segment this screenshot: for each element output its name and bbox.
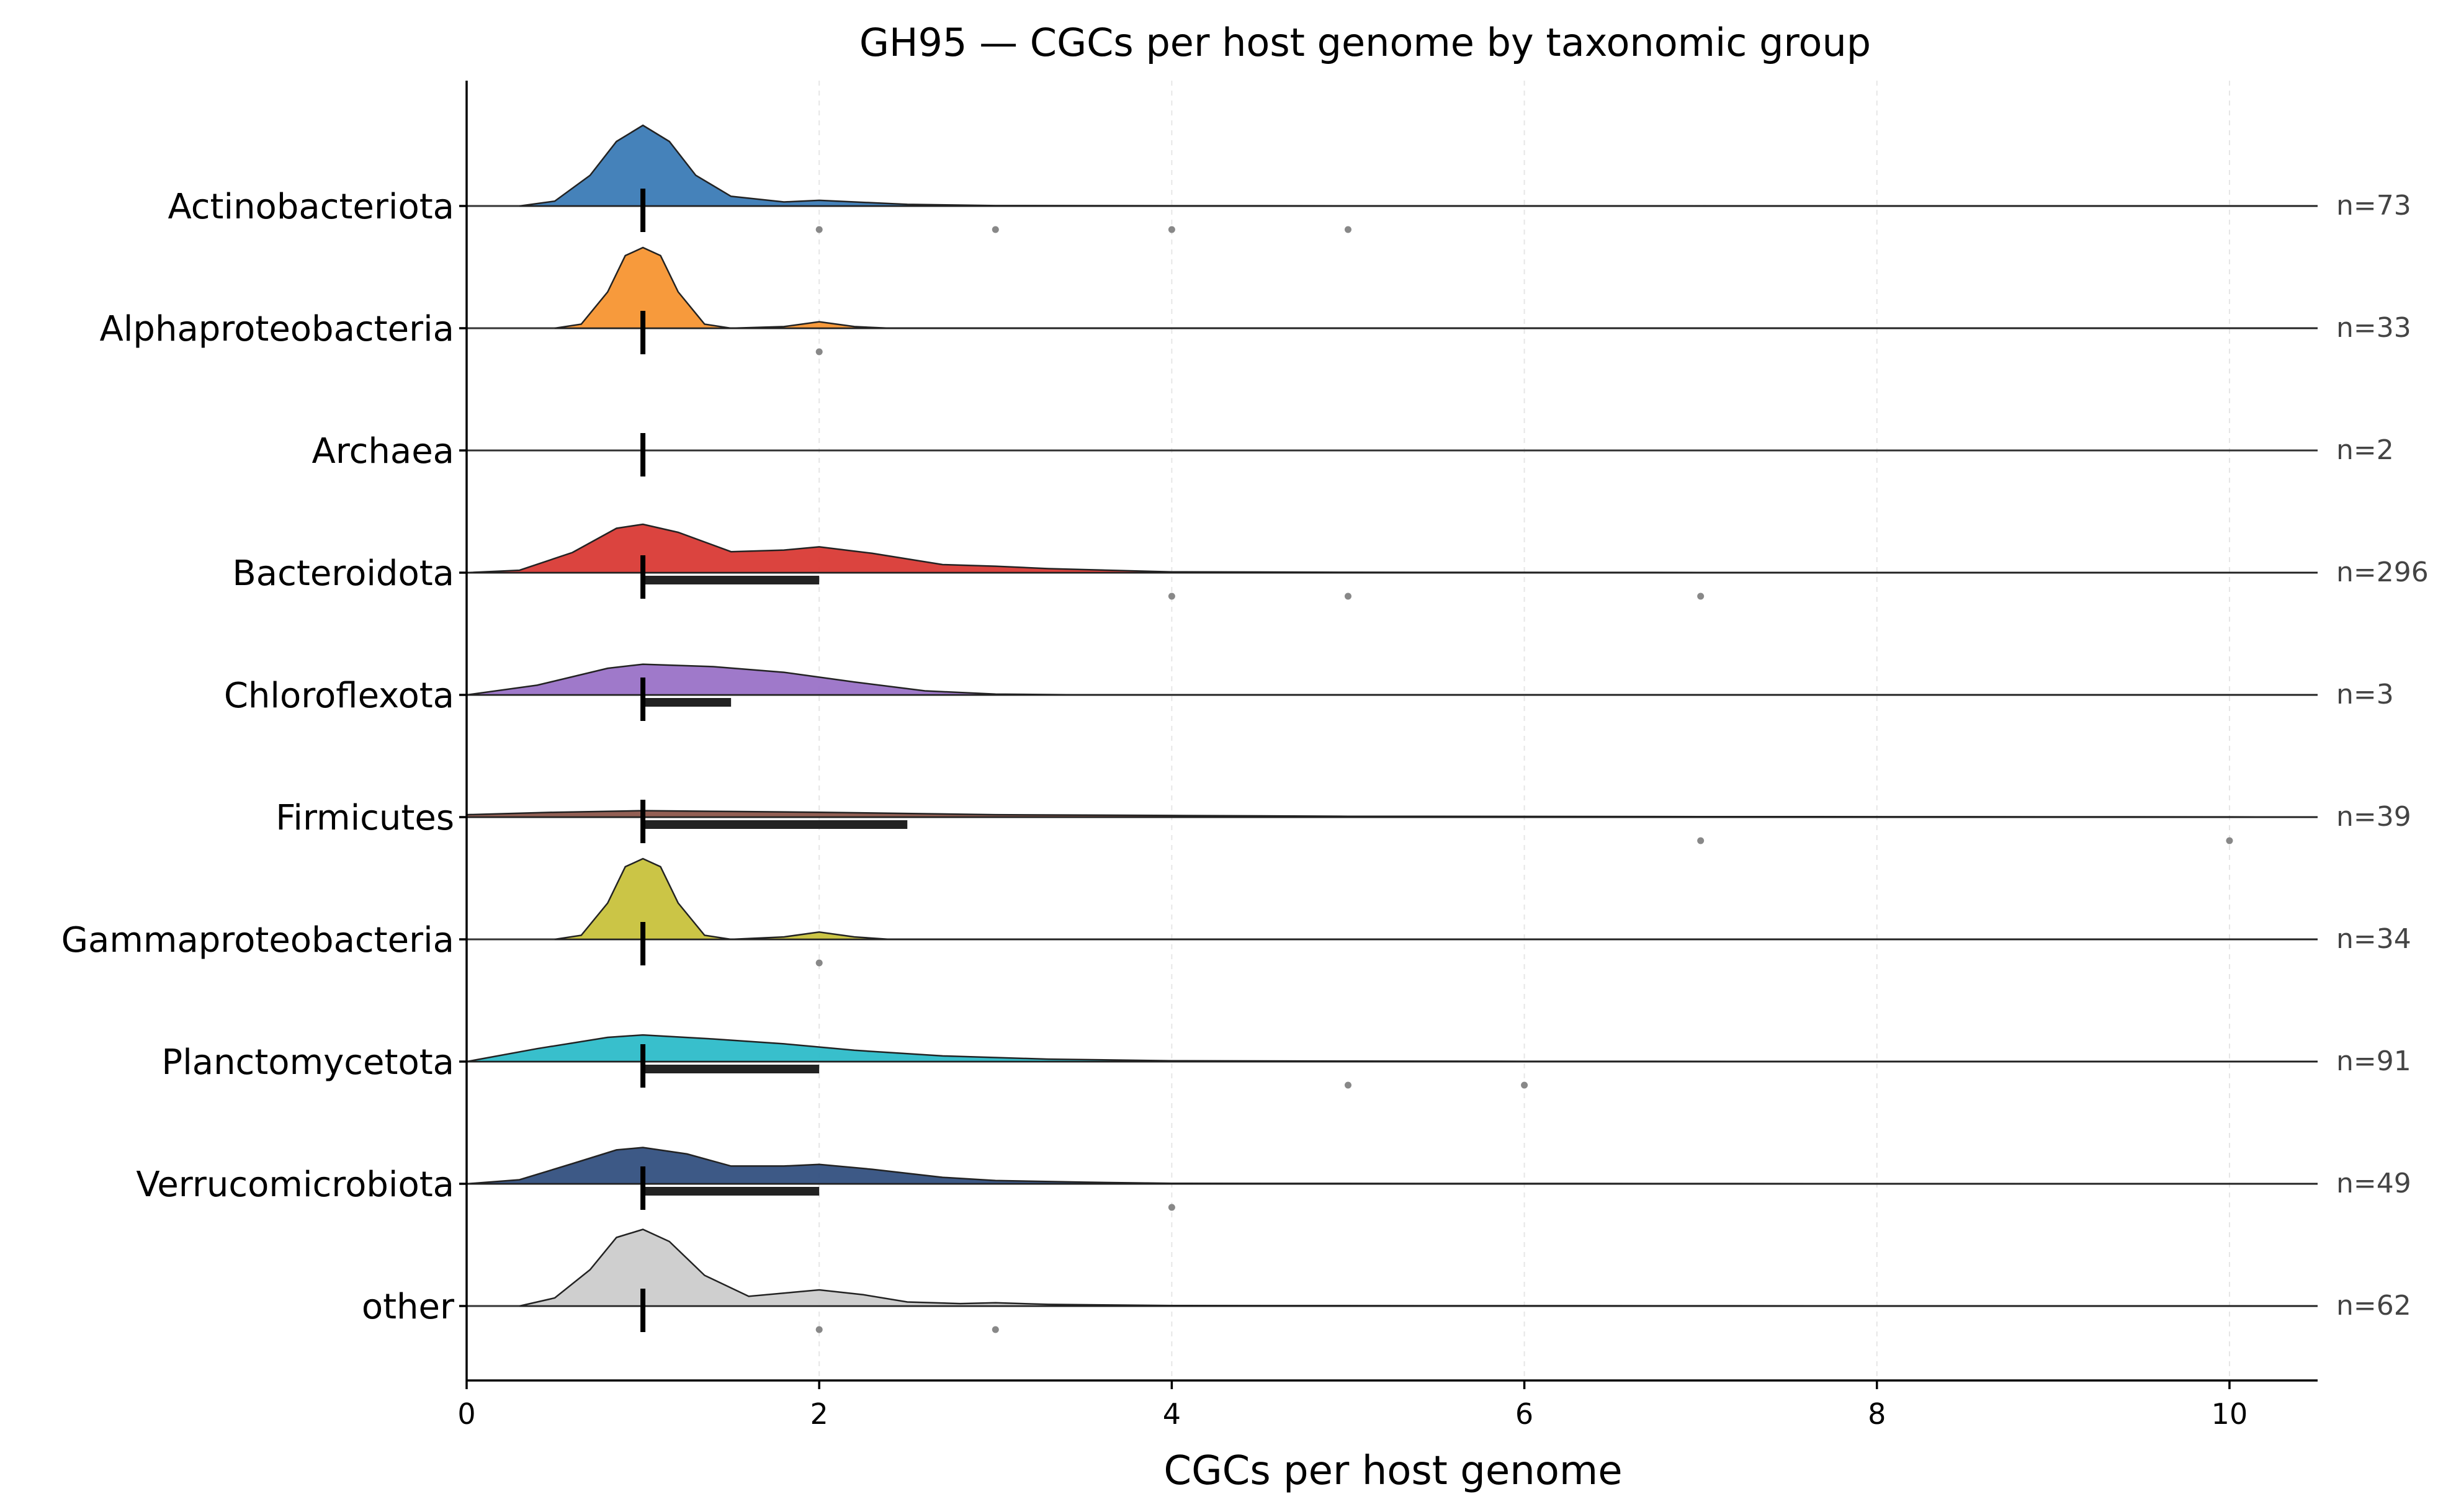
n-label-actinobacteriota: n=73 bbox=[2336, 190, 2411, 221]
ridge-group-alphaproteobacteria bbox=[467, 246, 2318, 356]
x-tick-label-2: 2 bbox=[810, 1397, 828, 1431]
axis-layer: Actinobacteriota n=73 Alphaproteobacteria n… bbox=[61, 81, 2429, 1431]
x-tick-label-6: 6 bbox=[1515, 1397, 1533, 1431]
n-label-other: n=62 bbox=[2336, 1290, 2411, 1322]
ridge-group-actinobacteriota bbox=[467, 124, 2318, 233]
outlier-point bbox=[815, 348, 823, 356]
outlier-point bbox=[1697, 837, 1705, 844]
x-tick-label-8: 8 bbox=[1868, 1397, 1886, 1431]
ridge-group-firmicutes bbox=[465, 800, 2318, 844]
n-label-gammaproteobacteria: n=34 bbox=[2336, 923, 2411, 955]
outlier-point bbox=[1168, 1204, 1175, 1211]
ridge-group-archaea bbox=[467, 433, 2318, 476]
outlier-point bbox=[1168, 593, 1175, 600]
ridge-group-gammaproteobacteria bbox=[467, 857, 2318, 967]
y-tick-label-actinobacteriota: Actinobacteriota bbox=[168, 187, 454, 227]
y-tick-label-gammaproteobacteria: Gammaproteobacteria bbox=[61, 920, 454, 960]
ridge-layer bbox=[465, 124, 2318, 1333]
outlier-point bbox=[815, 959, 823, 967]
y-tick-label-chloroflexota: Chloroflexota bbox=[224, 676, 454, 716]
outlier-point bbox=[992, 1326, 999, 1333]
x-axis-label: CGCs per host genome bbox=[1163, 1448, 1622, 1494]
ridge-density bbox=[466, 1147, 2318, 1185]
outlier-point bbox=[1344, 593, 1351, 600]
ridge-density bbox=[554, 857, 2318, 941]
y-tick-label-bacteroidota: Bacteroidota bbox=[232, 553, 454, 594]
chart-title: GH95 — CGCs per host genome by taxonomic… bbox=[859, 20, 1871, 65]
outlier-point bbox=[1697, 593, 1705, 600]
outlier-point bbox=[815, 1326, 823, 1333]
outlier-point bbox=[815, 226, 823, 233]
y-tick-label-planctomycetota: Planctomycetota bbox=[161, 1042, 454, 1083]
ridge-density bbox=[466, 1034, 2318, 1063]
ridge-group-bacteroidota bbox=[466, 523, 2318, 600]
ridge-group-planctomycetota bbox=[466, 1034, 2318, 1089]
outlier-point bbox=[1344, 1081, 1351, 1089]
ridge-density bbox=[465, 810, 2318, 818]
ridge-density bbox=[554, 246, 2318, 329]
outlier-point bbox=[1521, 1081, 1528, 1089]
outlier-point bbox=[992, 226, 999, 233]
n-label-verrucomicrobiota: n=49 bbox=[2336, 1168, 2411, 1199]
x-tick-label-0: 0 bbox=[457, 1397, 475, 1431]
ridge-group-chloroflexota bbox=[466, 663, 2318, 721]
y-tick-label-firmicutes: Firmicutes bbox=[276, 798, 454, 838]
x-tick-label-4: 4 bbox=[1163, 1397, 1181, 1431]
grid-layer bbox=[818, 81, 2230, 1380]
n-label-chloroflexota: n=3 bbox=[2336, 679, 2394, 710]
outlier-point bbox=[1168, 226, 1175, 233]
y-tick-label-archaea: Archaea bbox=[312, 431, 454, 472]
ridge-group-other bbox=[467, 1228, 2318, 1333]
ridge-density bbox=[466, 663, 2318, 696]
outlier-point bbox=[2226, 837, 2233, 844]
ridge-density bbox=[519, 1228, 2318, 1307]
ridge-density bbox=[466, 523, 2318, 574]
x-tick-label-10: 10 bbox=[2212, 1397, 2248, 1431]
n-label-firmicutes: n=39 bbox=[2336, 801, 2411, 833]
ridge-group-verrucomicrobiota bbox=[466, 1147, 2318, 1211]
y-tick-label-other: other bbox=[362, 1287, 455, 1327]
y-tick-label-alphaproteobacteria: Alphaproteobacteria bbox=[100, 309, 454, 349]
n-label-bacteroidota: n=296 bbox=[2336, 557, 2429, 588]
ridge-density bbox=[519, 124, 2318, 207]
n-label-planctomycetota: n=91 bbox=[2336, 1045, 2411, 1077]
n-label-alphaproteobacteria: n=33 bbox=[2336, 312, 2411, 344]
y-tick-label-verrucomicrobiota: Verrucomicrobiota bbox=[136, 1165, 454, 1205]
outlier-point bbox=[1344, 226, 1351, 233]
n-label-archaea: n=2 bbox=[2336, 434, 2394, 466]
